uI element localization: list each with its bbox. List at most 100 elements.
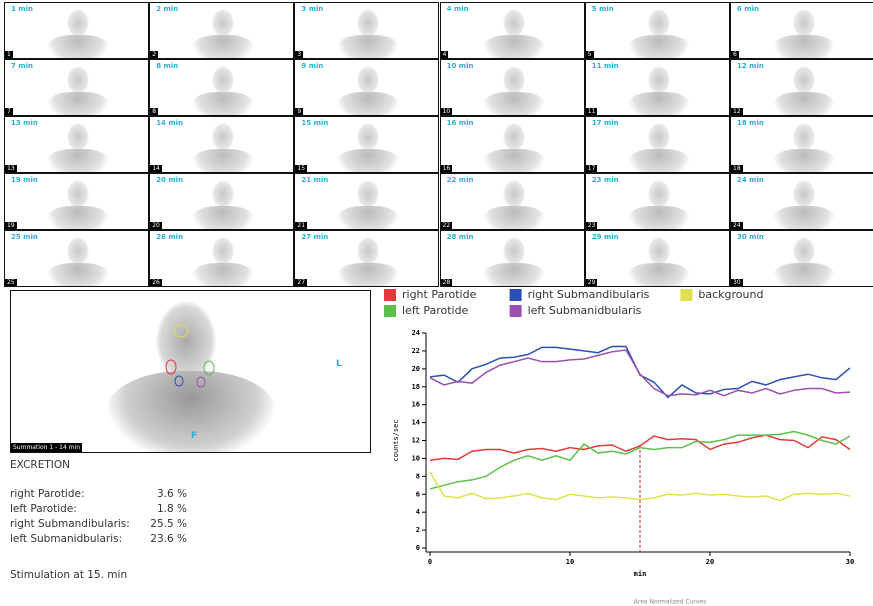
frame-time: 4 min	[447, 5, 469, 13]
frame-time: 5 min	[592, 5, 614, 13]
frame-time: 15 min	[301, 119, 328, 127]
roi	[175, 376, 183, 386]
stimulation-note: Stimulation at 15. min	[10, 569, 127, 581]
head-blob	[357, 237, 379, 265]
frame-time: 25 min	[11, 233, 38, 241]
frame-time: 28 min	[447, 233, 474, 241]
y-tick-label: 22	[412, 347, 420, 355]
y-tick-label: 16	[412, 401, 420, 409]
frame-number: 9	[295, 108, 303, 115]
y-tick-label: 18	[412, 383, 420, 391]
frame-number: 19	[5, 222, 17, 229]
head-blob	[793, 237, 815, 265]
head-blob	[212, 9, 234, 37]
frame-time: 3 min	[301, 5, 323, 13]
head-blob	[793, 66, 815, 94]
head-blob	[67, 123, 89, 151]
roi	[174, 325, 188, 337]
y-tick-label: 24	[412, 329, 420, 337]
excretion-value: 3.6 %	[120, 488, 187, 500]
frame-number: 2	[150, 51, 158, 58]
frame-time: 2 min	[156, 5, 178, 13]
body-blob	[337, 206, 399, 230]
frame-number: 1	[5, 51, 13, 58]
frame-number: 22	[441, 222, 453, 229]
body-blob	[483, 92, 545, 116]
body-blob	[483, 206, 545, 230]
head-blob	[67, 180, 89, 208]
excretion-label: right Parotide:	[10, 488, 85, 500]
frame-time: 10 min	[447, 62, 474, 70]
body-blob	[773, 92, 835, 116]
frame: 11 min11	[585, 59, 730, 116]
body-blob	[628, 206, 690, 230]
frame-number: 17	[586, 165, 598, 172]
y-tick-label: 6	[416, 490, 420, 498]
page: 1 min12 min23 min34 min45 min56 min67 mi…	[0, 0, 873, 606]
body-blob	[192, 206, 254, 230]
legend-label: right Parotide	[402, 288, 477, 301]
y-axis-label: counts/sec	[392, 419, 400, 461]
frame: 28 min28	[440, 230, 585, 287]
body-blob	[47, 263, 109, 287]
frame-number: 27	[295, 279, 307, 286]
body-blob	[773, 35, 835, 59]
frame-number: 16	[441, 165, 453, 172]
frame-number: 13	[5, 165, 17, 172]
frame-number: 24	[731, 222, 743, 229]
series-line	[430, 346, 850, 397]
body-blob	[47, 35, 109, 59]
frame-time: 20 min	[156, 176, 183, 184]
body-blob	[628, 92, 690, 116]
head-blob	[357, 123, 379, 151]
roi	[166, 360, 176, 374]
frame-number: 4	[441, 51, 449, 58]
body-blob	[47, 206, 109, 230]
frame-time: 14 min	[156, 119, 183, 127]
frame-number: 14	[150, 165, 162, 172]
body-blob	[192, 92, 254, 116]
frame-number: 20	[150, 222, 162, 229]
frame-time: 6 min	[737, 5, 759, 13]
excretion-value: 1.8 %	[120, 503, 187, 515]
legend-swatch	[384, 305, 396, 317]
head-blob	[503, 237, 525, 265]
frame-time: 9 min	[301, 62, 323, 70]
head-blob	[503, 66, 525, 94]
body-blob	[192, 263, 254, 287]
body-blob	[628, 35, 690, 59]
side-marker: L	[336, 359, 342, 369]
head-blob	[357, 180, 379, 208]
legend-swatch	[384, 289, 396, 301]
frame-time: 16 min	[447, 119, 474, 127]
y-tick-label: 12	[412, 437, 420, 445]
head-blob	[503, 123, 525, 151]
head-blob	[357, 66, 379, 94]
body-blob	[337, 35, 399, 59]
frame-number: 25	[5, 279, 17, 286]
x-tick-label: 10	[566, 558, 574, 566]
head-blob	[648, 9, 670, 37]
excretion-value: 23.6 %	[120, 533, 187, 545]
frame-time: 29 min	[592, 233, 619, 241]
head-blob	[793, 123, 815, 151]
frame: 26 min26	[149, 230, 294, 287]
frame-time: 18 min	[737, 119, 764, 127]
head-blob	[648, 237, 670, 265]
frame-time: 8 min	[156, 62, 178, 70]
frame-time: 21 min	[301, 176, 328, 184]
summation-image: L F Summation 1 - 14 min	[10, 290, 371, 453]
body-blob	[192, 35, 254, 59]
